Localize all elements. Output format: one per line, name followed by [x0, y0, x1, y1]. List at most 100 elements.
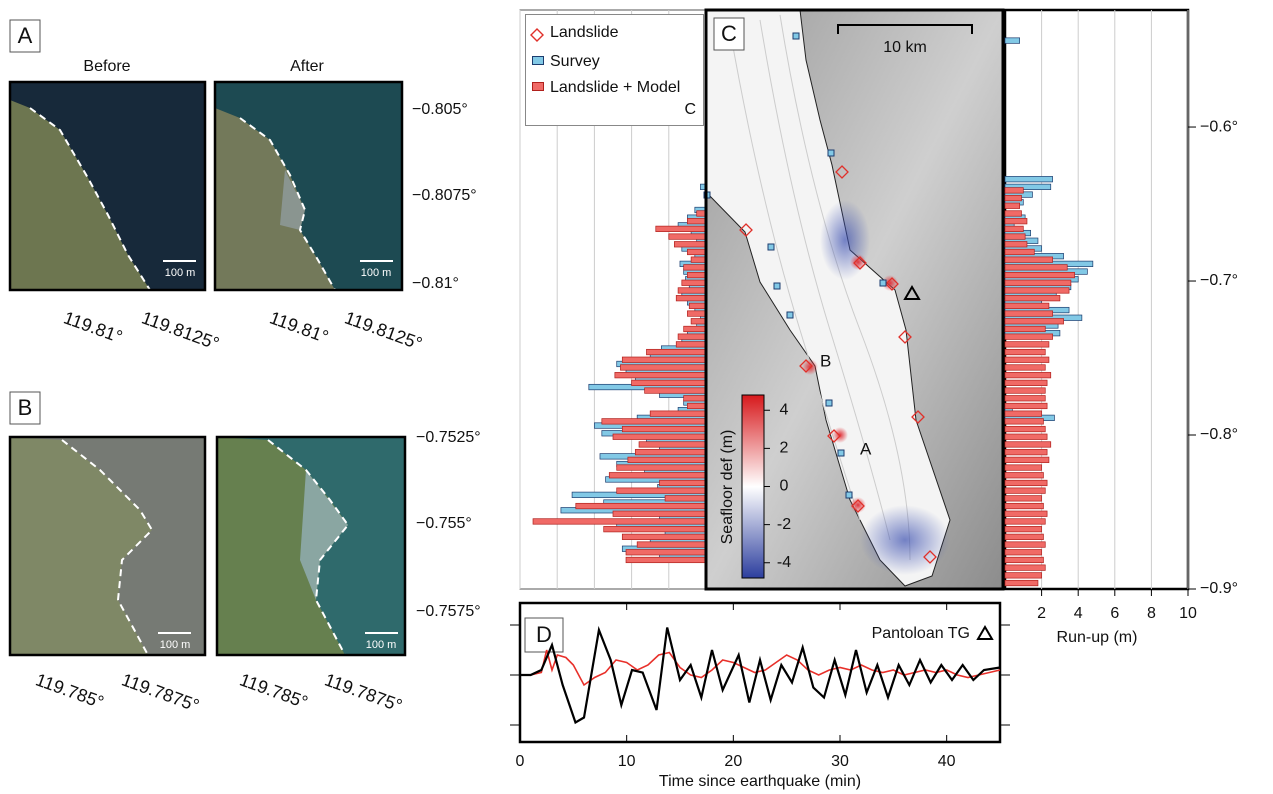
runup-bar [1004, 487, 1046, 494]
runup-bar [687, 271, 707, 279]
legend-swatch [532, 56, 544, 65]
land [215, 108, 335, 290]
runup-bar [1004, 333, 1053, 340]
runup-bar [616, 487, 707, 494]
deformation [802, 359, 818, 375]
runup-bar [1004, 579, 1039, 587]
runup-bar [681, 279, 707, 286]
site-label: B [820, 351, 831, 370]
panel-label: C [721, 21, 737, 46]
lat-tick-label: −0.7525° [416, 429, 481, 446]
runup-bar [1004, 310, 1053, 317]
runup-bar [1004, 256, 1053, 263]
runup-bar [636, 541, 707, 548]
runup-bar [612, 433, 707, 440]
panel-c-map: A B 10 km C Seafloor def (m) [703, 9, 1003, 589]
runup-bar [1004, 533, 1044, 540]
y-tick-label: −0.7° [1200, 272, 1238, 289]
lon-tick-label: 119.785° [33, 669, 106, 712]
runup-bar [1004, 556, 1044, 564]
lat-tick-label: −0.81° [412, 275, 459, 292]
runup-bar [649, 410, 707, 417]
runup-bar [1004, 433, 1048, 440]
image-frame [8, 80, 207, 292]
runup-bar [1004, 241, 1028, 248]
runup-bar [1004, 279, 1072, 286]
runup-bar [1004, 183, 1052, 190]
runup-bar [683, 395, 707, 402]
runup-bar [612, 510, 707, 517]
runup-bar [1004, 564, 1046, 571]
image-title: Before [83, 58, 130, 75]
runup-bar [1004, 572, 1042, 579]
runup-bar [1004, 194, 1022, 202]
x-axis-label: Time since earthquake (min) [659, 773, 861, 790]
colorbar-tick-label: 2 [780, 440, 789, 457]
lon-tick-label: 119.8125° [342, 307, 425, 353]
lon-tick-label: 119.81° [267, 307, 331, 347]
legend-label: Survey [550, 53, 600, 70]
legend-label: Pantoloan TG [872, 625, 970, 642]
lat-tick-label: −0.7575° [416, 603, 481, 620]
contour [779, 14, 911, 561]
runup-bar [687, 310, 707, 317]
runup-bar [1004, 302, 1050, 309]
runup-bar [603, 526, 707, 533]
ocean [705, 9, 951, 587]
runup-bar [1004, 348, 1046, 356]
runup-bar [625, 549, 707, 556]
runup-bar [664, 495, 707, 502]
coastline [267, 439, 350, 656]
sediment [300, 470, 348, 600]
runup-bar [1004, 472, 1044, 479]
runup-bar [1004, 549, 1042, 556]
runup-bar [1004, 225, 1024, 232]
scale-bar [837, 24, 973, 34]
x-axis-label: Run-up (m) [1057, 629, 1138, 646]
series-line [520, 649, 1001, 687]
runup-bar [1004, 187, 1024, 194]
runup-bar [646, 348, 707, 356]
runup-bar [690, 318, 707, 325]
runup-bar [1004, 418, 1044, 425]
runup-bar [688, 302, 707, 309]
runup-bar [1004, 325, 1046, 333]
scale-label: 100 m [165, 267, 196, 279]
runup-bar [674, 241, 707, 248]
runup-bar [1004, 287, 1070, 294]
runup-bar [575, 502, 707, 510]
runup-bar [644, 387, 707, 394]
runup-bar [1004, 264, 1068, 271]
x-tick-label: 0 [516, 753, 525, 770]
land [10, 100, 150, 290]
colorbar [741, 394, 765, 579]
legend-swatches [530, 28, 544, 42]
runup-bar [1004, 37, 1020, 44]
runup-bar [675, 341, 707, 348]
runup-bar [1004, 210, 1022, 217]
runup-bar [677, 333, 707, 340]
scale-label: 100 m [361, 267, 392, 279]
runup-bar [1004, 341, 1050, 348]
runup-bar [621, 356, 707, 363]
x-tick-label: 40 [938, 753, 956, 770]
runup-bar [677, 287, 707, 294]
runup-bar [668, 233, 707, 240]
runup-bar [1004, 379, 1048, 386]
runup-bar [1004, 479, 1048, 487]
runup-bar [687, 402, 707, 410]
lon-tick-label: 119.7875° [322, 669, 405, 715]
y-tick-label: −0.9° [1200, 580, 1238, 597]
coastline [61, 439, 154, 656]
runup-bar [687, 248, 707, 256]
runup-bar [1004, 464, 1042, 471]
panel-label: B [18, 395, 33, 420]
runup-bar [621, 425, 707, 433]
sediment [280, 170, 305, 230]
map-frame [704, 8, 1005, 591]
runup-bar [608, 472, 707, 479]
lat-tick-label: −0.805° [412, 101, 468, 118]
panel-a: A Before After 100 m 100 m −0.805° −0.80… [8, 19, 477, 354]
colorbar-tick-label: 4 [780, 401, 789, 418]
